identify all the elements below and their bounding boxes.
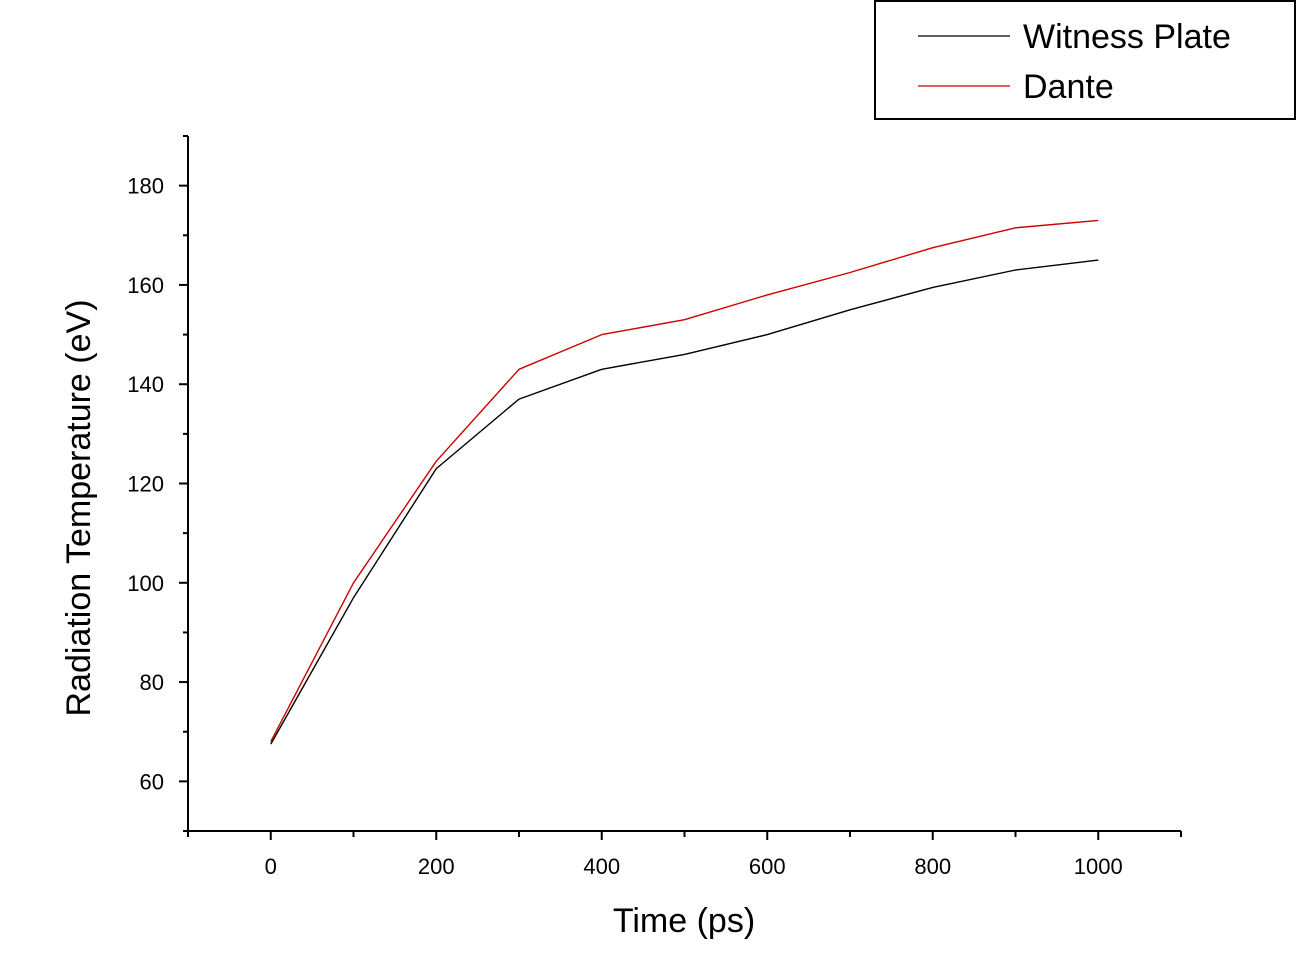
y-tick-label: 80 [140, 670, 164, 695]
legend-label-dante: Dante [1023, 68, 1114, 106]
y-tick-label: 160 [127, 273, 164, 298]
y-tick-label: 180 [127, 174, 164, 199]
x-tick-label: 0 [265, 854, 277, 879]
series-line-dante [270, 219, 1099, 742]
x-tick-label: 200 [418, 854, 455, 879]
legend-label-witness-plate: Witness Plate [1023, 18, 1231, 56]
legend: Witness Plate Dante [874, 0, 1296, 120]
series-layer [270, 219, 1099, 745]
y-tick-label: 60 [140, 769, 164, 794]
y-tick-label: 120 [127, 472, 164, 497]
y-axis-title: Radiation Temperature (eV) [60, 299, 98, 716]
x-tick-label: 1000 [1074, 854, 1123, 879]
y-tick-label: 140 [127, 372, 164, 397]
y-ticks: 60 80 100 120 140 160 180 [127, 135, 188, 832]
legend-box [874, 0, 1296, 120]
x-axis-title: Time (ps) [613, 902, 755, 940]
y-tick-label: 100 [127, 571, 164, 596]
x-ticks: 0 200 400 600 800 1000 [187, 831, 1182, 879]
series-line-witness-plate [270, 259, 1099, 745]
x-tick-label: 800 [914, 854, 951, 879]
axes: 60 80 100 120 140 160 180 0 200 400 600 800 1000 [127, 135, 1182, 879]
x-tick-label: 400 [583, 854, 620, 879]
x-tick-label: 600 [749, 854, 786, 879]
